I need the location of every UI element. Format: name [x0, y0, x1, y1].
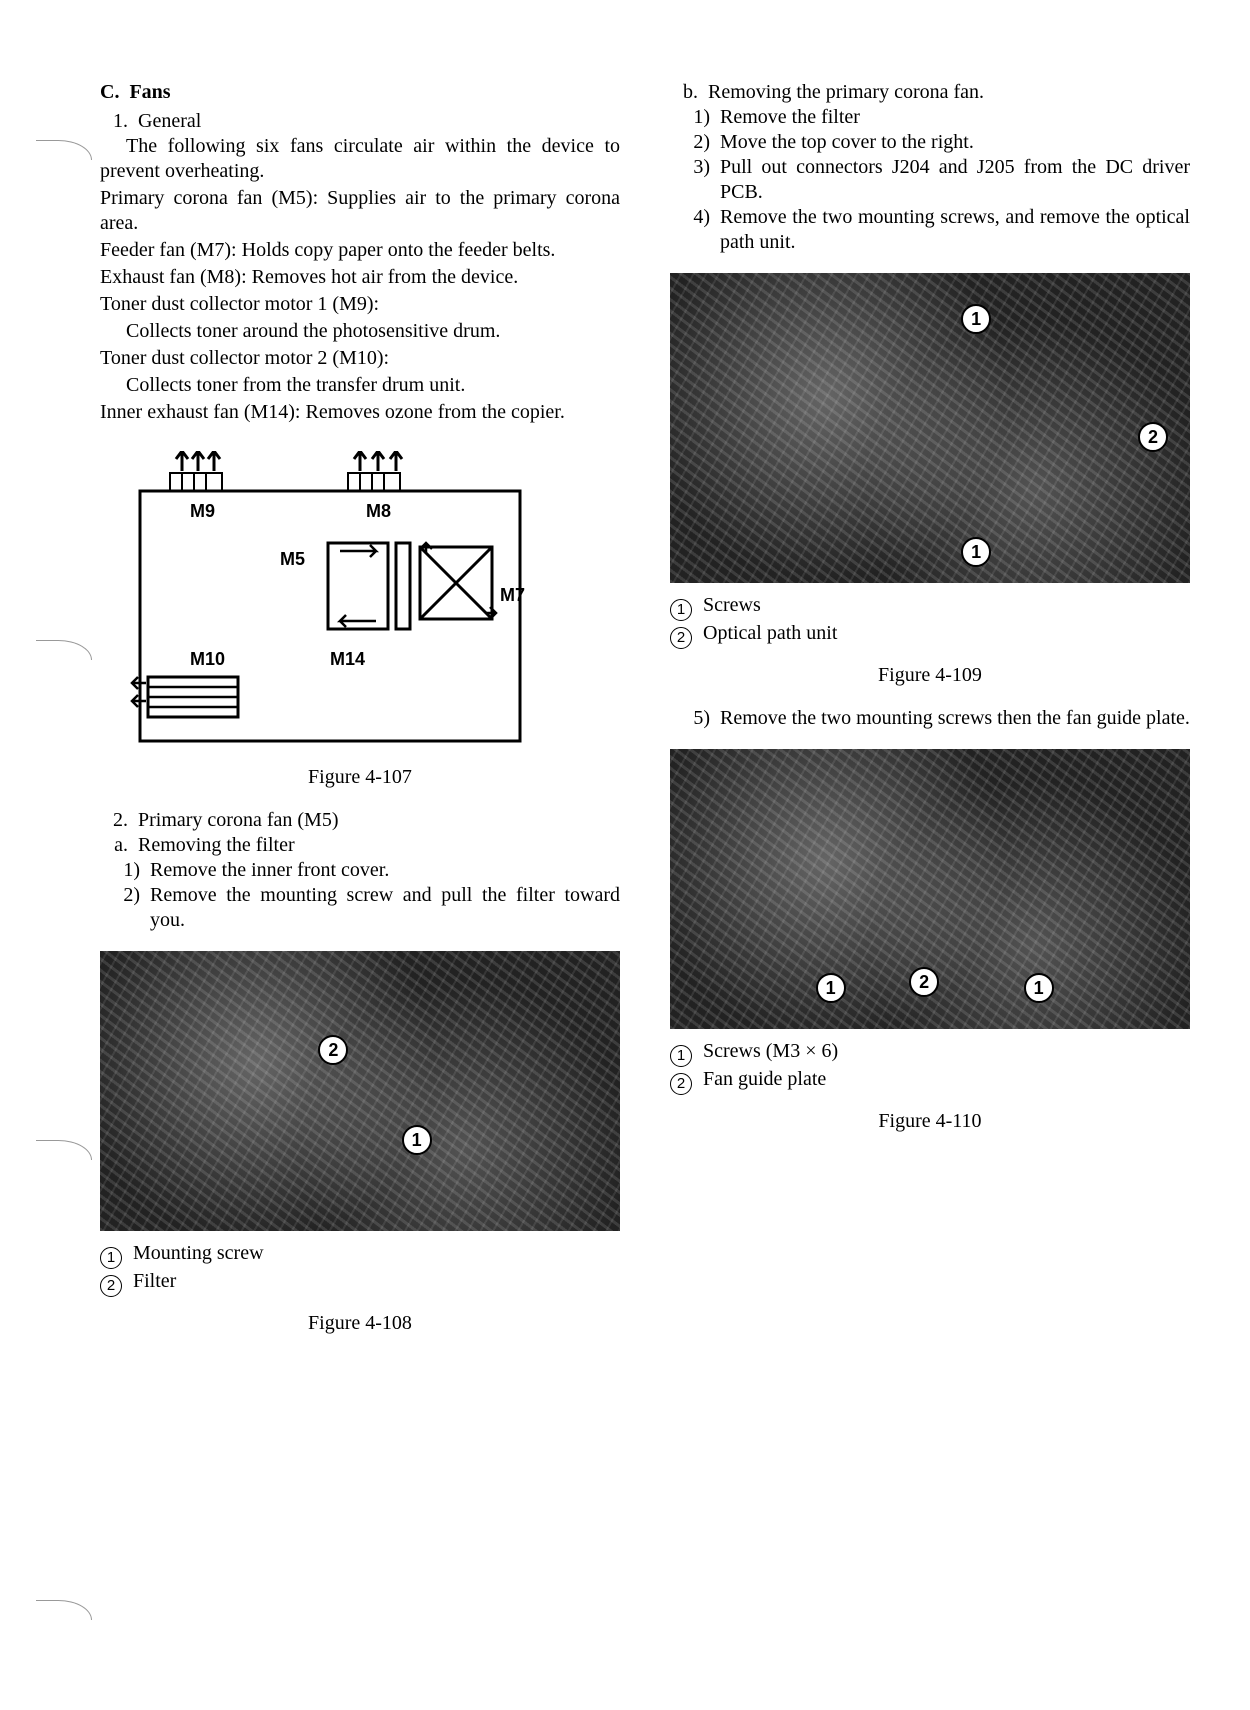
legend-row: 2 Filter — [100, 1269, 620, 1297]
step-text: Pull out connectors J204 and J205 from t… — [720, 155, 1190, 205]
callout-1: 1 — [816, 973, 846, 1003]
step-num: 2) — [114, 883, 140, 933]
right-column: b. Removing the primary corona fan. 1) R… — [670, 80, 1190, 1354]
step-row: 1) Remove the filter — [684, 105, 1190, 130]
circ-1-icon: 1 — [100, 1247, 122, 1269]
figure-4-108-photo: 2 1 — [100, 951, 620, 1231]
callout-1: 1 — [402, 1125, 432, 1155]
step-row: 5) Remove the two mounting screws then t… — [684, 706, 1190, 731]
a-steps: 1) Remove the inner front cover. 2) Remo… — [100, 858, 620, 933]
legend-row: 1 Screws — [670, 593, 1190, 621]
item-title: Removing the primary corona fan. — [708, 80, 1190, 105]
figure-4-107-diagram: M9 M8 M5 M7 M10 M14 — [130, 451, 530, 751]
intro-paragraph: The following six fans circulate air wit… — [100, 134, 620, 184]
callout-1: 1 — [961, 304, 991, 334]
circ-1-icon: 1 — [670, 1045, 692, 1067]
step-num: 2) — [684, 130, 710, 155]
item-number: 2. — [100, 808, 128, 833]
callout-2: 2 — [1138, 422, 1168, 452]
section-heading: C. Fans — [100, 80, 620, 105]
legend-row: 2 Optical path unit — [670, 621, 1190, 649]
circ-2-icon: 2 — [670, 1073, 692, 1095]
def-m5: Primary corona fan (M5): Supplies air to… — [100, 186, 620, 236]
legend-row: 1 Mounting screw — [100, 1241, 620, 1269]
section-label: C. — [100, 81, 119, 103]
figure-4-110-photo: 1 2 1 — [670, 749, 1190, 1029]
def-m9-head: Toner dust collector motor 1 (M9): — [100, 292, 620, 317]
figure-4-108-caption: Figure 4-108 — [100, 1311, 620, 1336]
legend-110: 1 Screws (M3 × 6) 2 Fan guide plate — [670, 1039, 1190, 1095]
figure-4-110-caption: Figure 4-110 — [670, 1109, 1190, 1134]
step-text: Remove the mounting screw and pull the f… — [150, 883, 620, 933]
circ-2-icon: 2 — [100, 1275, 122, 1297]
label-m9: M9 — [190, 501, 215, 521]
step-num: 1) — [114, 858, 140, 883]
callout-1: 1 — [961, 537, 991, 567]
label-m7: M7 — [500, 585, 525, 605]
step-row: 4) Remove the two mounting screws, and r… — [684, 205, 1190, 255]
step-num: 1) — [684, 105, 710, 130]
left-column: C. Fans 1. General The following six fan… — [100, 80, 620, 1354]
def-m14: Inner exhaust fan (M14): Removes ozone f… — [100, 400, 620, 425]
item-number: b. — [670, 80, 698, 105]
step-row: 3) Pull out connectors J204 and J205 fro… — [684, 155, 1190, 205]
figure-4-109-caption: Figure 4-109 — [670, 663, 1190, 688]
callout-1: 1 — [1024, 973, 1054, 1003]
legend-108: 1 Mounting screw 2 Filter — [100, 1241, 620, 1297]
b-heading: b. Removing the primary corona fan. — [670, 80, 1190, 105]
label-m5: M5 — [280, 549, 305, 569]
step-text: Remove the filter — [720, 105, 1190, 130]
step-row: 2) Move the top cover to the right. — [684, 130, 1190, 155]
legend-row: 1 Screws (M3 × 6) — [670, 1039, 1190, 1067]
step-row: 2) Remove the mounting screw and pull th… — [114, 883, 620, 933]
removing-filter-heading: a. Removing the filter — [100, 833, 620, 858]
callout-2: 2 — [318, 1035, 348, 1065]
section-title: Fans — [129, 81, 170, 103]
primary-corona-heading: 2. Primary corona fan (M5) — [100, 808, 620, 833]
label-m8: M8 — [366, 501, 391, 521]
legend-row: 2 Fan guide plate — [670, 1067, 1190, 1095]
def-m10-body: Collects toner from the transfer drum un… — [100, 373, 620, 398]
figure-4-109-photo: 1 2 1 — [670, 273, 1190, 583]
step-num: 4) — [684, 205, 710, 255]
step-num: 5) — [684, 706, 710, 731]
item-number: 1. — [100, 109, 128, 134]
item-number: a. — [100, 833, 128, 858]
legend-109: 1 Screws 2 Optical path unit — [670, 593, 1190, 649]
label-m10: M10 — [190, 649, 225, 669]
fan-definitions: Primary corona fan (M5): Supplies air to… — [100, 186, 620, 425]
general-heading: 1. General — [100, 109, 620, 134]
def-m10-head: Toner dust collector motor 2 (M10): — [100, 346, 620, 371]
figure-4-107-caption: Figure 4-107 — [100, 765, 620, 790]
item-title: Primary corona fan (M5) — [138, 808, 620, 833]
b-steps: 1) Remove the filter 2) Move the top cov… — [670, 105, 1190, 255]
def-m7: Feeder fan (M7): Holds copy paper onto t… — [100, 238, 620, 263]
step-text: Remove the two mounting screws then the … — [720, 706, 1190, 731]
item-title: Removing the filter — [138, 833, 620, 858]
def-m9-body: Collects toner around the photosensitive… — [100, 319, 620, 344]
step-text: Move the top cover to the right. — [720, 130, 1190, 155]
step-5: 5) Remove the two mounting screws then t… — [670, 706, 1190, 731]
step-row: 1) Remove the inner front cover. — [114, 858, 620, 883]
circ-1-icon: 1 — [670, 599, 692, 621]
step-num: 3) — [684, 155, 710, 205]
label-m14: M14 — [330, 649, 365, 669]
item-title: General — [138, 109, 620, 134]
step-text: Remove the two mounting screws, and remo… — [720, 205, 1190, 255]
step-text: Remove the inner front cover. — [150, 858, 620, 883]
callout-2: 2 — [909, 967, 939, 997]
circ-2-icon: 2 — [670, 627, 692, 649]
def-m8: Exhaust fan (M8): Removes hot air from t… — [100, 265, 620, 290]
